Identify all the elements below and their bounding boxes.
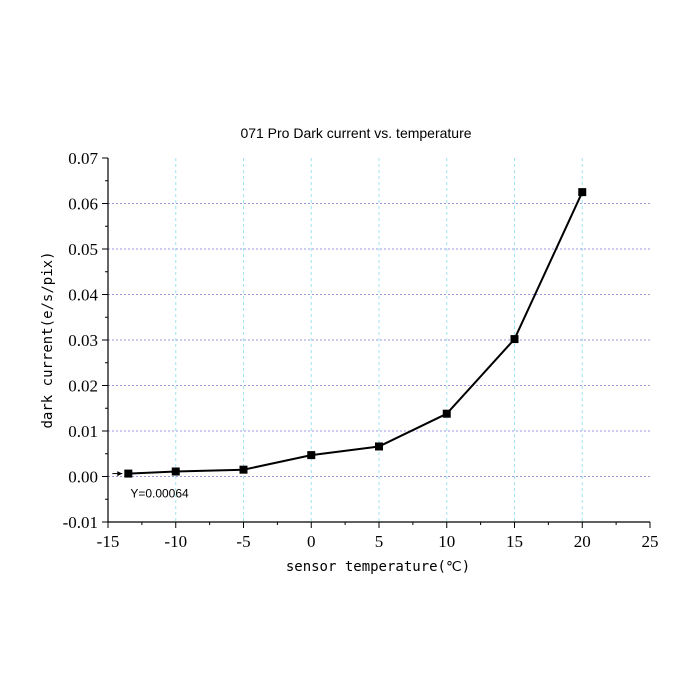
x-tick-label: 15 — [506, 532, 523, 551]
x-tick-label: 20 — [574, 532, 591, 551]
x-tick-label: -10 — [164, 532, 187, 551]
y-tick-label: 0.03 — [68, 331, 98, 350]
x-axis-label: sensor temperature(℃) — [286, 559, 470, 575]
y-tick-label: 0.00 — [68, 468, 98, 487]
tick-labels: -15 -10 -5 0 5 10 15 20 25 -0.01 0.00 0.01 0.02 0.03 0… — [63, 149, 659, 551]
x-tick-label: -5 — [236, 532, 250, 551]
y-tick-label: -0.01 — [63, 513, 98, 532]
y-tick-label: 0.02 — [68, 377, 98, 396]
x-tick-label: 10 — [438, 532, 455, 551]
grid — [108, 158, 650, 522]
y-tick-label: 0.05 — [68, 240, 98, 259]
data-point — [171, 467, 180, 476]
chart-title: 071 Pro Dark current vs. temperature — [240, 125, 471, 141]
series-layer — [124, 188, 587, 478]
y-tick-label: 0.07 — [68, 149, 98, 168]
data-point — [124, 469, 133, 478]
y-tick-label: 0.06 — [68, 195, 98, 214]
y-tick-label: 0.01 — [68, 422, 98, 441]
annotation-arrow-head — [117, 471, 123, 477]
data-point — [239, 465, 248, 474]
x-tick-label: 0 — [307, 532, 316, 551]
x-tick-label: 5 — [375, 532, 384, 551]
data-point — [442, 409, 451, 418]
data-point — [510, 335, 519, 344]
x-tick-label: 25 — [642, 532, 659, 551]
data-point — [578, 188, 587, 197]
data-point — [307, 451, 316, 460]
y-tick-label: 0.04 — [68, 286, 98, 305]
annotations: Y=0.00064 — [112, 471, 189, 501]
x-tick-label: -15 — [97, 532, 120, 551]
axes — [102, 157, 651, 528]
y-axis-label: dark current(e/s/pix) — [40, 251, 56, 428]
data-point — [375, 442, 383, 451]
series-line — [128, 191, 584, 475]
annotation-label: Y=0.00064 — [130, 487, 189, 501]
